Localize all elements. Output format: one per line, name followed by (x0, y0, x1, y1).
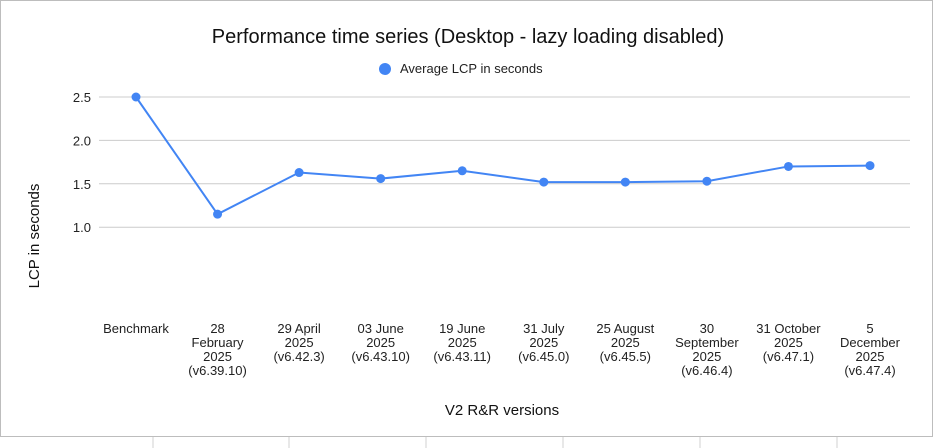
series (131, 92, 875, 219)
x-category-label: Benchmark (103, 321, 169, 336)
x-axis-title: V2 R&R versions (445, 402, 559, 419)
x-category-label: 31 July 2025 (v6.45.0) (518, 321, 569, 364)
data-point (539, 177, 549, 187)
x-category-label: 30 September 2025 (v6.46.4) (675, 321, 739, 378)
y-tick-label: 1.0 (73, 220, 91, 235)
data-point (376, 174, 386, 184)
series-line-average-lcp (135, 96, 871, 216)
legend: Average LCP in seconds (379, 61, 543, 76)
legend-marker (379, 63, 391, 75)
x-category-label: 29 April 2025 (v6.42.3) (273, 321, 324, 364)
data-point (865, 161, 875, 171)
x-category-label: 28 February 2025 (v6.39.10) (188, 321, 247, 378)
x-category-label: 5 December 2025 (v6.47.4) (840, 321, 901, 378)
y-tick-label: 2.0 (73, 133, 91, 148)
data-point (213, 209, 223, 219)
data-point (294, 168, 304, 178)
x-category-label: 19 June 2025 (v6.43.11) (433, 321, 491, 364)
chart-title: Performance time series (Desktop - lazy … (212, 26, 724, 48)
y-axis-title: LCP in seconds (26, 184, 43, 289)
x-category-label: 25 August 2025 (v6.45.5) (596, 321, 654, 364)
chart-container: Performance time series (Desktop - lazy … (0, 0, 933, 437)
line-chart: Performance time series (Desktop - lazy … (26, 26, 910, 419)
y-tick-label: 2.5 (73, 90, 91, 105)
x-category-label: 31 October 2025 (v6.47.1) (756, 321, 821, 364)
legend-label: Average LCP in seconds (400, 61, 543, 76)
x-category-label: 03 June 2025 (v6.43.10) (351, 321, 410, 364)
data-point (620, 177, 630, 187)
y-tick-label: 1.5 (73, 177, 91, 192)
y-axis-ticks: 1.0 1.5 2.0 2.5 (73, 90, 91, 235)
x-axis-categories: Benchmark 28 February 2025 (v6.39.10) 29 Apri… (103, 321, 901, 378)
data-point (457, 166, 467, 176)
data-point (131, 92, 141, 102)
data-point (702, 176, 712, 186)
grid (99, 96, 910, 228)
data-point (783, 161, 793, 171)
spreadsheet-gridlines (152, 437, 838, 448)
